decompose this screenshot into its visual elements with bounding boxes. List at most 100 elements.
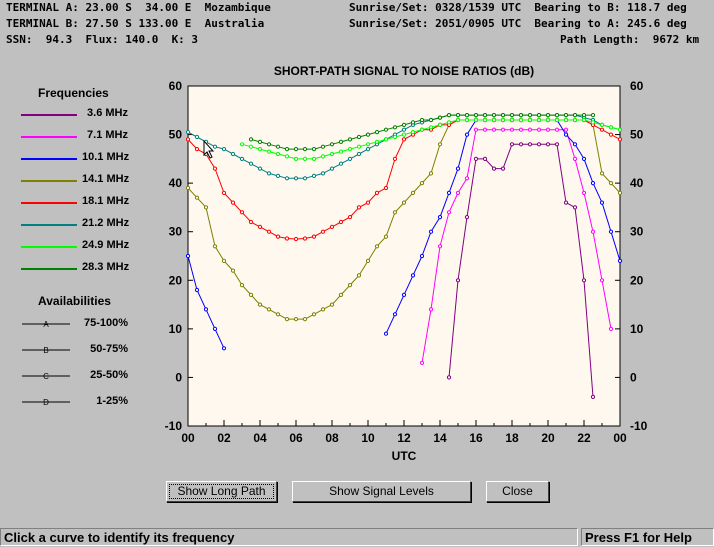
data-point — [293, 317, 299, 322]
y-tick-label: 10 — [630, 322, 644, 336]
data-point — [356, 144, 362, 149]
data-point — [383, 137, 389, 142]
data-point — [419, 117, 425, 123]
x-axis-label: UTC — [392, 449, 417, 463]
data-point — [284, 154, 290, 159]
data-point — [419, 253, 425, 259]
data-point — [266, 142, 272, 147]
y-tick-label: 40 — [630, 176, 644, 190]
availability-label: 50-75% — [90, 343, 128, 355]
data-point — [563, 127, 569, 132]
chart-title: SHORT-PATH SIGNAL TO NOISE RATIOS (dB) — [274, 64, 534, 78]
x-tick-label: 12 — [397, 431, 411, 445]
data-point — [536, 127, 542, 132]
frequency-swatch — [21, 180, 77, 182]
data-point — [320, 171, 326, 176]
data-point — [194, 147, 200, 152]
y-tick-label: 20 — [169, 273, 183, 287]
y-tick-label: -10 — [165, 419, 183, 433]
data-point — [329, 166, 335, 171]
data-point — [518, 127, 524, 132]
show-signal-levels-button[interactable]: Show Signal Levels — [292, 481, 471, 502]
data-point — [446, 190, 452, 195]
data-point — [383, 234, 389, 239]
data-point — [464, 113, 470, 118]
frequency-swatch — [21, 246, 77, 248]
data-point — [374, 190, 380, 195]
data-point — [572, 142, 578, 147]
show-long-path-button[interactable]: Show Long Path — [166, 481, 277, 502]
data-point — [518, 113, 524, 118]
data-point — [293, 147, 299, 152]
y-tick-label: 40 — [169, 176, 183, 190]
snr-chart[interactable]: SHORT-PATH SIGNAL TO NOISE RATIOS (dB) U… — [0, 55, 714, 525]
frequency-label: 7.1 MHz — [87, 129, 128, 141]
data-point — [365, 132, 371, 137]
data-point — [536, 113, 542, 118]
data-point — [275, 173, 281, 179]
data-point — [356, 151, 362, 157]
data-point — [311, 173, 317, 179]
data-point — [248, 137, 254, 142]
x-tick-label: 16 — [469, 431, 483, 445]
frequency-label: 10.1 MHz — [82, 151, 130, 163]
data-point — [230, 268, 236, 273]
availability-marker: C — [43, 372, 49, 381]
data-point — [545, 142, 551, 147]
availability-label: 25-50% — [90, 369, 128, 381]
data-point — [311, 156, 317, 162]
data-point — [464, 132, 470, 137]
data-point — [275, 234, 281, 239]
data-point — [356, 205, 362, 210]
data-point — [401, 127, 407, 132]
data-point — [338, 149, 344, 154]
data-point — [338, 139, 344, 145]
y-tick-label: 60 — [169, 79, 183, 93]
close-button[interactable]: Close — [486, 481, 549, 502]
data-point — [311, 312, 317, 317]
data-point — [392, 125, 398, 130]
data-point — [572, 117, 578, 123]
data-point — [608, 326, 614, 331]
data-point — [383, 331, 389, 336]
data-point — [527, 117, 533, 123]
data-point — [185, 185, 191, 191]
data-point — [545, 117, 551, 123]
data-point — [356, 134, 362, 140]
data-point — [500, 127, 506, 132]
data-point — [428, 117, 434, 123]
data-point — [608, 132, 614, 137]
data-point — [230, 200, 236, 205]
data-point — [500, 113, 506, 118]
mouse-cursor-icon — [203, 139, 215, 159]
data-point — [212, 166, 218, 171]
data-point — [482, 117, 488, 123]
data-point — [302, 176, 308, 181]
data-point — [509, 117, 515, 123]
data-point — [437, 142, 443, 147]
frequency-swatch — [21, 158, 77, 160]
data-point — [464, 117, 470, 123]
frequencies-title: Frequencies — [38, 86, 109, 100]
data-point — [446, 210, 452, 215]
data-point — [617, 127, 623, 132]
data-point — [221, 258, 227, 263]
data-point — [509, 127, 515, 132]
data-point — [275, 312, 281, 317]
plot-area — [187, 85, 621, 427]
series-7-1-mhz — [419, 127, 614, 365]
data-point — [599, 171, 605, 176]
terminal-a-info: TERMINAL A: 23.00 S 34.00 E Mozambique — [6, 1, 271, 14]
data-point — [194, 287, 200, 293]
data-point — [545, 113, 551, 118]
terminal-b-info: TERMINAL B: 27.50 S 133.00 E Australia — [6, 17, 265, 30]
frequency-label: 21.2 MHz — [82, 217, 130, 229]
data-point — [221, 190, 227, 195]
data-point — [392, 134, 398, 140]
data-point — [590, 394, 596, 399]
data-point — [554, 127, 560, 132]
frequency-swatch — [21, 202, 77, 204]
data-point — [410, 273, 416, 278]
availability-label: 75-100% — [83, 317, 128, 329]
data-point — [239, 156, 245, 162]
